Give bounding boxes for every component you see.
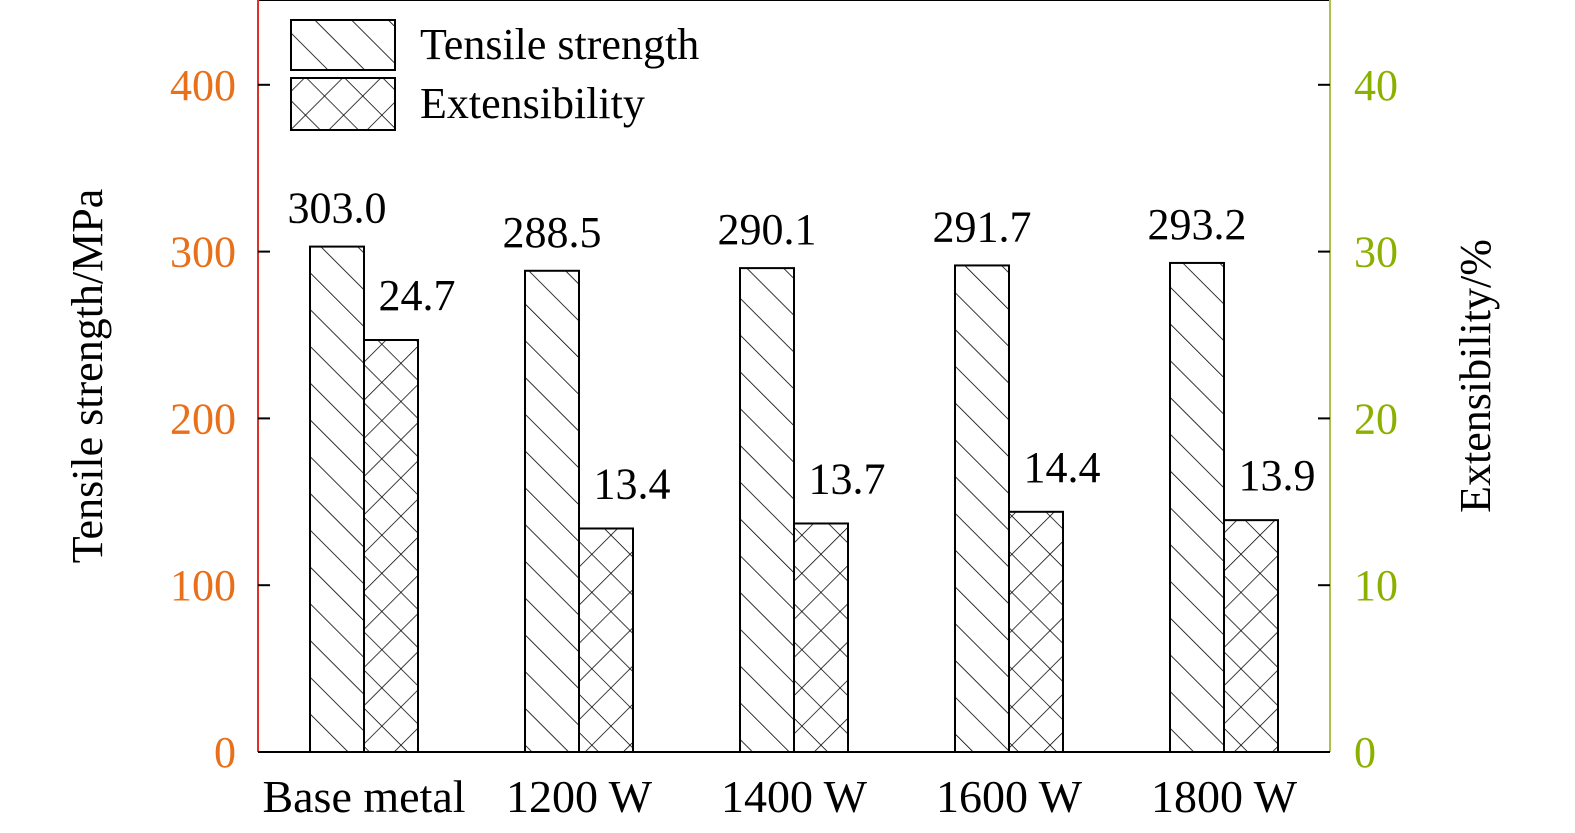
bar-extensibility <box>1008 510 1064 754</box>
bar-label-tensile-strength: 290.1 <box>718 205 817 254</box>
left-tick-label: 100 <box>170 561 236 610</box>
bars <box>309 245 1279 754</box>
left-axis-ticks: 0 100 200 300 400 <box>170 61 270 777</box>
x-tick-label: Base metal <box>262 771 465 822</box>
left-tick-label: 300 <box>170 228 236 277</box>
bar-label-extensibility: 24.7 <box>379 271 456 320</box>
right-axis-title: Extensibility/% <box>1451 239 1500 513</box>
bar-label-extensibility: 13.7 <box>809 454 886 503</box>
right-tick-label: 0 <box>1354 728 1376 777</box>
right-axis-ticks: 0 10 20 30 40 <box>1318 61 1398 777</box>
x-tick-label: 1200 W <box>506 771 653 822</box>
left-tick-label: 400 <box>170 61 236 110</box>
bar-extensibility <box>1223 519 1279 754</box>
bar-tensile-strength <box>309 245 365 753</box>
bar-value-labels: 303.0 24.7 288.5 13.4 290.1 13.7 291.7 14.4 293.… <box>288 184 1316 509</box>
right-tick-label: 10 <box>1354 561 1398 610</box>
legend: Tensile strength Extensibility <box>290 19 699 131</box>
legend-label-tensile-strength: Tensile strength <box>420 20 699 69</box>
right-tick-label: 20 <box>1354 394 1398 443</box>
bar-label-tensile-strength: 288.5 <box>503 208 602 257</box>
bar-label-tensile-strength: 293.2 <box>1148 200 1247 249</box>
x-tick-label: 1800 W <box>1151 771 1298 822</box>
bar-label-tensile-strength: 291.7 <box>933 202 1032 251</box>
left-tick-label: 0 <box>214 728 236 777</box>
bar-label-tensile-strength: 303.0 <box>288 184 387 233</box>
x-tick-label: 1400 W <box>721 771 868 822</box>
x-tick-labels: Base metal 1200 W 1400 W 1600 W 1800 W <box>262 771 1297 822</box>
bar-tensile-strength <box>1169 261 1225 753</box>
bar-extensibility <box>363 339 419 753</box>
bar-tensile-strength <box>954 264 1010 753</box>
right-tick-label: 40 <box>1354 61 1398 110</box>
bar-label-extensibility: 13.4 <box>594 459 671 508</box>
legend-label-extensibility: Extensibility <box>420 79 645 128</box>
bar-tensile-strength <box>739 267 795 753</box>
bar-label-extensibility: 14.4 <box>1024 443 1101 492</box>
bar-tensile-strength <box>524 269 580 753</box>
left-axis-title: Tensile strength/MPa <box>63 189 112 564</box>
x-tick-label: 1600 W <box>936 771 1083 822</box>
bar-label-extensibility: 13.9 <box>1239 451 1316 500</box>
bar-extensibility <box>793 522 849 754</box>
bar-extensibility <box>578 527 634 753</box>
legend-swatch-tensile-strength <box>290 19 396 71</box>
left-tick-label: 200 <box>170 394 236 443</box>
legend-swatch-extensibility <box>290 77 396 131</box>
right-tick-label: 30 <box>1354 228 1398 277</box>
